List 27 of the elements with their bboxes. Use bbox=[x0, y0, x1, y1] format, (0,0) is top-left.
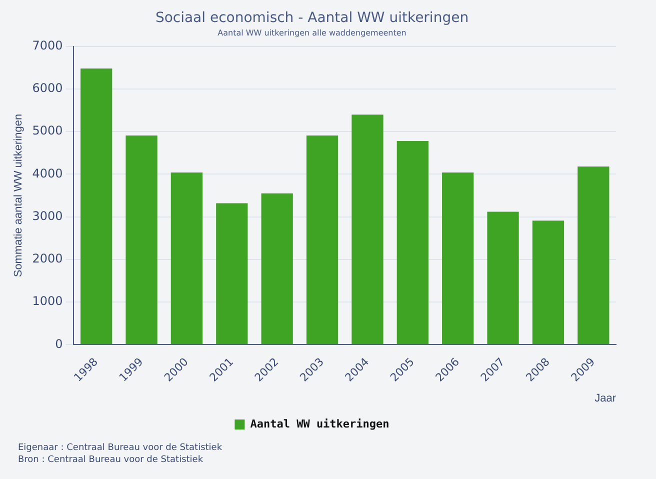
chart-title: Sociaal economisch - Aantal WW uitkeringen bbox=[155, 10, 469, 26]
bar bbox=[261, 193, 293, 344]
chart-subtitle: Aantal WW uitkeringen alle waddengemeenten bbox=[218, 28, 406, 38]
y-tick-label: 4000 bbox=[32, 166, 63, 180]
bar bbox=[396, 140, 428, 344]
y-tick-label: 1000 bbox=[32, 294, 63, 308]
text: Eigenaar : Centraal Bureau voor de Statistiek bbox=[18, 442, 222, 454]
text: Bron : Centraal Bureau voor de Statistiek bbox=[18, 454, 204, 466]
bar bbox=[578, 166, 610, 344]
y-tick-label: 7000 bbox=[32, 38, 63, 53]
bar bbox=[216, 203, 248, 344]
x-axis-title: Jaar bbox=[594, 392, 616, 404]
legend-label: Aantal WW uitkeringen bbox=[250, 417, 390, 430]
bar bbox=[442, 172, 474, 344]
bar bbox=[532, 220, 564, 344]
y-tick-label: 2000 bbox=[32, 252, 63, 266]
bar bbox=[170, 172, 203, 344]
bar bbox=[306, 135, 338, 344]
bar bbox=[487, 212, 519, 344]
y-axis-title: Sommatie aantal WW uitkeringen bbox=[12, 114, 25, 278]
y-tick-label: 6000 bbox=[32, 81, 63, 96]
bar bbox=[80, 68, 112, 344]
y-tick-label: 0 bbox=[55, 336, 63, 351]
y-tick-label: 5000 bbox=[32, 124, 63, 138]
bar bbox=[352, 114, 384, 344]
y-tick-label: 3000 bbox=[32, 208, 63, 223]
bar bbox=[126, 135, 158, 344]
